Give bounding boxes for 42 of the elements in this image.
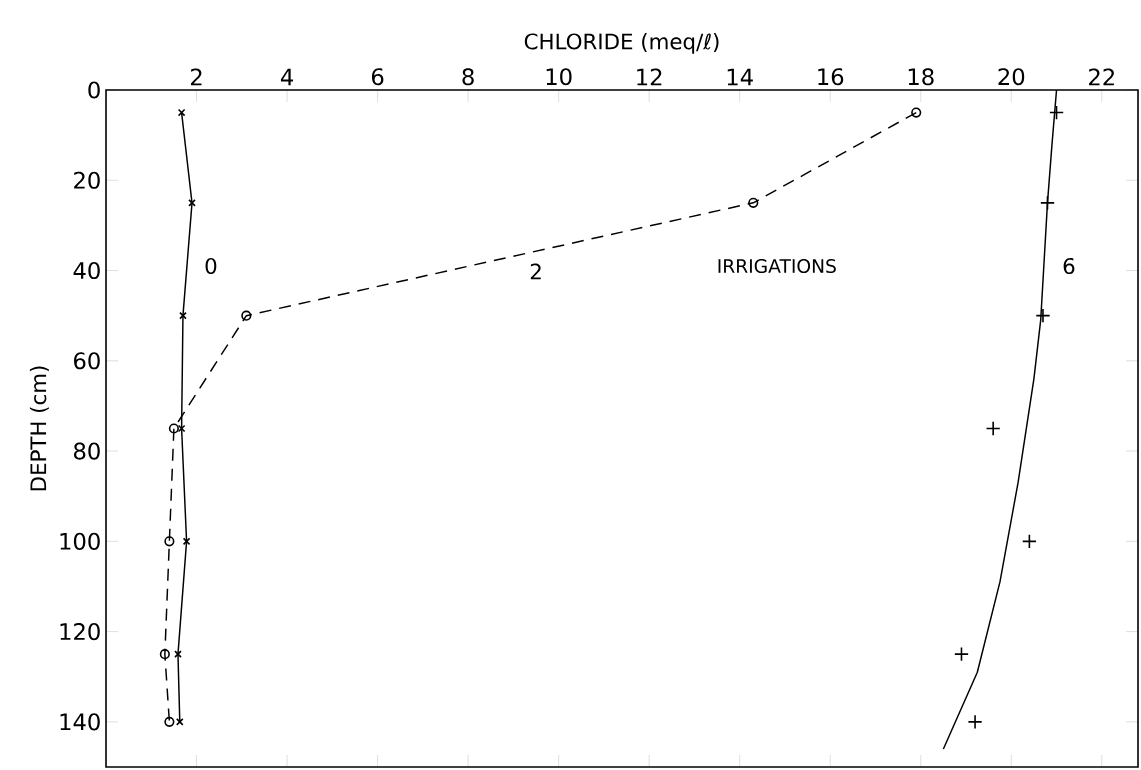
point xyxy=(1040,195,1055,211)
point xyxy=(241,310,252,321)
x-tick-label: 2 xyxy=(190,68,202,86)
y-tick-label: 140 xyxy=(60,713,100,731)
point xyxy=(159,649,170,660)
y-axis-title: DEPTH (cm) xyxy=(29,366,49,491)
y-tick-label: 40 xyxy=(73,261,100,280)
y-tick-label: 100 xyxy=(60,532,100,550)
point xyxy=(174,650,182,658)
x-tick-label: 18 xyxy=(908,68,934,86)
point xyxy=(164,536,175,547)
x-tick-label: 6 xyxy=(371,68,384,86)
point xyxy=(985,421,1001,436)
y-tick-label: 60 xyxy=(74,352,100,370)
point xyxy=(175,718,184,726)
x-tick-label: 10 xyxy=(546,68,572,86)
point xyxy=(1021,533,1037,549)
annotation: IRRIGATIONS xyxy=(718,258,836,274)
x-tick-label: 4 xyxy=(280,68,293,86)
series-label: 6 xyxy=(1063,257,1075,275)
point xyxy=(1049,105,1064,121)
x-tick-label: 22 xyxy=(1089,68,1114,86)
x-tick-label: 16 xyxy=(818,68,844,86)
point xyxy=(177,108,186,117)
y-tick-label: 0 xyxy=(88,81,100,99)
series-label: 2 xyxy=(530,263,541,280)
x-tick-label: 12 xyxy=(637,68,662,86)
point xyxy=(911,107,922,118)
x-tick-label: 20 xyxy=(998,68,1025,86)
point xyxy=(182,537,191,546)
point xyxy=(1035,308,1051,324)
point xyxy=(954,646,969,662)
y-tick-label: 20 xyxy=(74,171,100,189)
point xyxy=(164,716,175,727)
x-tick-label: 14 xyxy=(727,68,753,86)
x-tick-label: 8 xyxy=(462,68,474,86)
point xyxy=(967,714,983,730)
y-tick-label: 120 xyxy=(60,623,100,641)
x-axis-title: CHLORIDE (meq/ℓ) xyxy=(524,33,719,54)
series-label: 0 xyxy=(205,257,217,275)
y-tick-label: 80 xyxy=(74,442,100,460)
point xyxy=(748,197,759,208)
